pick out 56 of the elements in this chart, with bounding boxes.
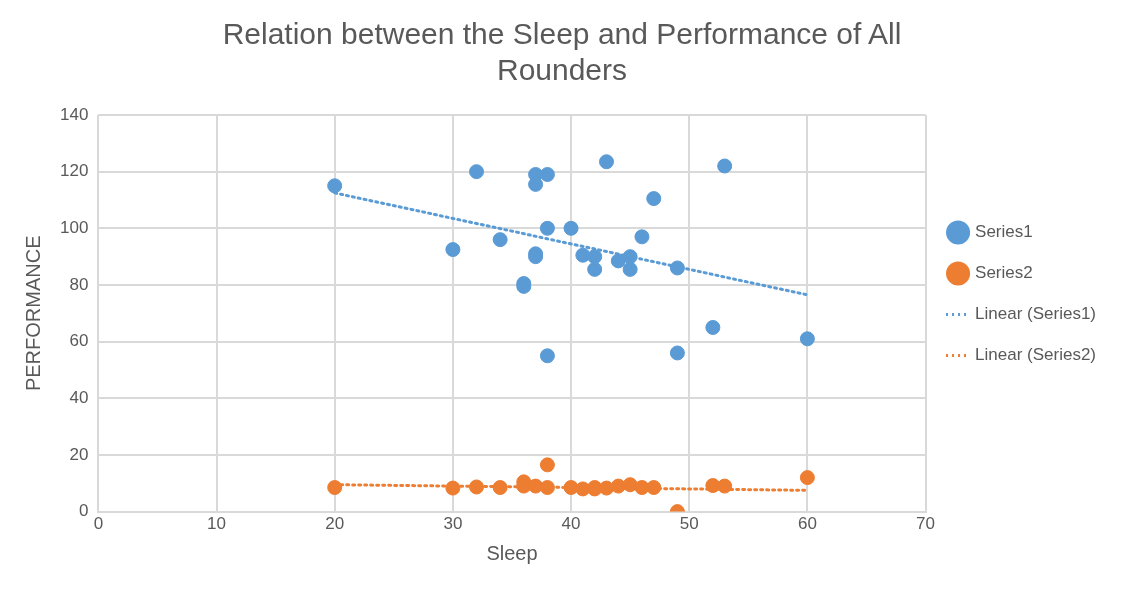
legend-label: Linear (Series1) <box>975 304 1097 324</box>
point <box>717 478 733 494</box>
y-tick-label: 80 <box>69 274 89 294</box>
x-tick-label: 60 <box>797 514 817 534</box>
x-tick-label: 70 <box>916 514 936 534</box>
point <box>634 229 650 245</box>
point <box>610 253 626 269</box>
point <box>469 479 485 495</box>
point <box>563 220 579 236</box>
point <box>587 261 603 277</box>
point <box>539 166 555 182</box>
x-tick-label: 20 <box>325 514 345 534</box>
point <box>327 178 343 194</box>
y-tick-label: 100 <box>59 218 89 237</box>
point <box>445 242 461 258</box>
point <box>669 345 685 361</box>
point <box>646 191 662 207</box>
point <box>492 232 508 248</box>
y-tick-label: 60 <box>69 331 89 351</box>
x-tick-label: 40 <box>561 514 581 534</box>
point <box>563 480 579 496</box>
point <box>539 348 555 364</box>
point <box>705 319 721 335</box>
point <box>469 164 485 180</box>
point <box>622 249 638 265</box>
legend-label: Series2 <box>975 263 1033 283</box>
x-axis-title: Sleep <box>486 541 538 564</box>
x-tick-label: 30 <box>443 514 463 534</box>
y-tick-label: 120 <box>59 161 89 181</box>
legend-label: Linear (Series2) <box>975 345 1097 365</box>
point <box>539 220 555 236</box>
legend-label: Series1 <box>975 222 1033 242</box>
point <box>492 480 508 496</box>
point <box>610 478 626 494</box>
point <box>327 480 343 496</box>
y-tick-label: 20 <box>69 444 89 464</box>
x-tick-label: 10 <box>207 514 226 534</box>
point <box>799 331 815 347</box>
point <box>587 249 603 265</box>
point <box>717 158 733 174</box>
x-tick-label: 0 <box>93 514 104 534</box>
point <box>445 480 461 496</box>
point <box>539 480 555 496</box>
point <box>622 261 638 277</box>
point <box>539 457 555 473</box>
y-tick-label: 40 <box>69 387 89 407</box>
y-axis-title: PERFORMANCE <box>21 235 44 392</box>
point <box>599 154 614 170</box>
y-tick-label: 140 <box>59 104 89 124</box>
x-tick-label: 50 <box>679 514 699 534</box>
point <box>646 480 662 496</box>
chart-title: Relation between the Sleep and Performance of All Rounders <box>222 17 902 87</box>
point <box>669 260 685 276</box>
point <box>622 477 638 493</box>
point <box>799 470 815 486</box>
y-tick-label: 0 <box>78 501 89 521</box>
